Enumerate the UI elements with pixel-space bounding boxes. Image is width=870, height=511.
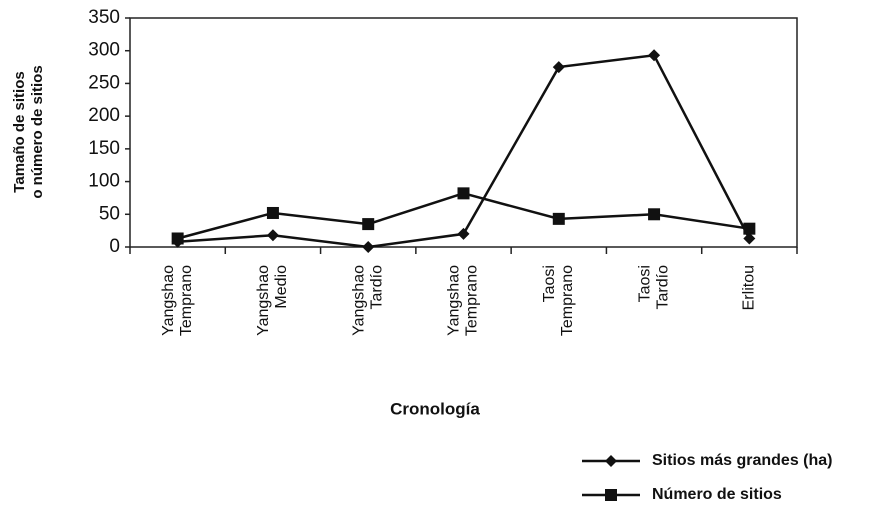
x-tick-label-group: Erlitou: [741, 265, 758, 310]
square-marker: [362, 218, 375, 231]
y-axis-title: Tamaño de sitios: [11, 71, 28, 192]
x-tick-label: Yangshao: [350, 265, 367, 336]
x-tick-label-group: Yangshao Tardío: [350, 265, 385, 336]
y-tick-label: 0: [109, 236, 120, 257]
plot-frame: [129, 17, 798, 248]
diamond-marker: [266, 229, 279, 242]
y-tick-label: 300: [88, 40, 120, 61]
y-tick-label: 100: [88, 171, 120, 192]
x-tick-label: Tardío: [654, 265, 671, 310]
x-tick-label-group: Taosi Tardío: [636, 265, 671, 310]
x-tick-label: Taosi: [541, 265, 558, 302]
x-tick-label-group: Yangshao Temprano: [446, 265, 481, 336]
y-tick-label: 200: [88, 105, 120, 126]
legend-item: Número de sitios: [582, 486, 782, 503]
square-marker: [171, 232, 184, 245]
square-marker: [648, 208, 661, 221]
legend-marker: [605, 489, 617, 501]
legend-label: Número de sitios: [652, 486, 782, 503]
legend-label: Sitios más grandes (ha): [652, 452, 833, 469]
diamond-marker: [552, 61, 565, 74]
y-tick-label: 350: [88, 7, 120, 28]
series-line: [177, 53, 751, 249]
diamond-marker: [457, 227, 470, 240]
x-tick-label: Erlitou: [741, 265, 758, 310]
x-tick-label-group: Yangshao Medio: [255, 265, 290, 336]
diamond-marker: [362, 241, 375, 253]
x-tick-label-group: Yangshao Temprano: [160, 265, 195, 336]
x-tick-label: Yangshao: [160, 265, 177, 336]
x-tick-label: Yangshao: [255, 265, 272, 336]
diamond-marker: [743, 232, 756, 245]
square-marker: [743, 222, 756, 235]
x-tick-label: Temprano: [464, 265, 481, 336]
x-tick-label: Tardío: [368, 265, 385, 310]
y-axis-title: o número de sitios: [29, 65, 46, 198]
legend-marker: [605, 455, 617, 467]
diamond-marker: [648, 49, 661, 62]
y-tick-label: 50: [99, 203, 120, 224]
legend-item: Sitios más grandes (ha): [582, 452, 833, 469]
x-tick-label: Taosi: [636, 265, 653, 302]
y-tick-label: 150: [88, 138, 120, 159]
x-tick-label: Yangshao: [446, 265, 463, 336]
x-axis-title: Cronología: [390, 399, 480, 418]
square-marker: [552, 212, 565, 225]
square-marker: [457, 187, 470, 200]
y-tick-label: 250: [88, 72, 120, 93]
x-tick-label: Temprano: [559, 265, 576, 336]
x-tick-label: Medio: [273, 265, 290, 309]
x-tick-label-group: Taosi Temprano: [541, 265, 576, 336]
x-tick-label: Temprano: [178, 265, 195, 336]
square-marker: [266, 206, 279, 219]
